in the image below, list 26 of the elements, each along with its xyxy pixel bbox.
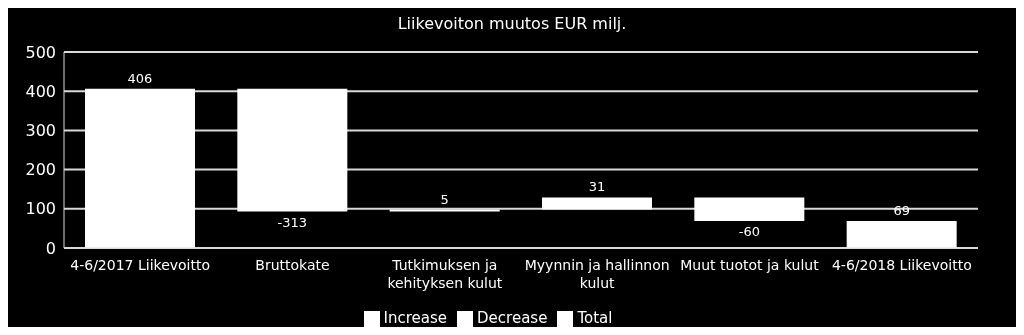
legend-label: Increase — [383, 309, 448, 327]
chart-title: Liikevoiton muutos EUR milj. — [396, 13, 628, 35]
data-label: 5 — [440, 191, 449, 207]
legend-label: Total — [577, 309, 613, 327]
data-label: -60 — [738, 223, 760, 239]
y-tick-label: 0 — [45, 238, 56, 258]
bar — [846, 220, 957, 248]
bar — [237, 88, 348, 212]
x-tick-label: Tutkimuksen ja kehityksen kulut — [387, 257, 503, 291]
x-tick-label: 4-6/2017 Liikevoitto — [70, 257, 211, 273]
data-label: -313 — [277, 214, 308, 230]
y-tick-label: 200 — [25, 160, 56, 180]
bar — [542, 197, 652, 210]
y-tick-label: 100 — [25, 199, 56, 219]
legend-label: Decrease — [477, 309, 548, 327]
y-tick-label: 300 — [25, 121, 56, 141]
x-tick-label: 4-6/2018 Liikevoitto — [831, 257, 972, 273]
y-tick-label: 500 — [25, 42, 56, 62]
y-tick-label: 400 — [25, 81, 56, 101]
data-label: 406 — [127, 70, 153, 86]
x-tick-label: Muut tuotot ja kulut — [680, 257, 820, 273]
x-tick-label: Myynnin ja hallinnon kulut — [524, 257, 670, 291]
x-tick-label: Bruttokate — [255, 257, 330, 273]
bar — [694, 197, 805, 221]
data-label: 31 — [588, 179, 606, 195]
bar — [85, 88, 195, 248]
